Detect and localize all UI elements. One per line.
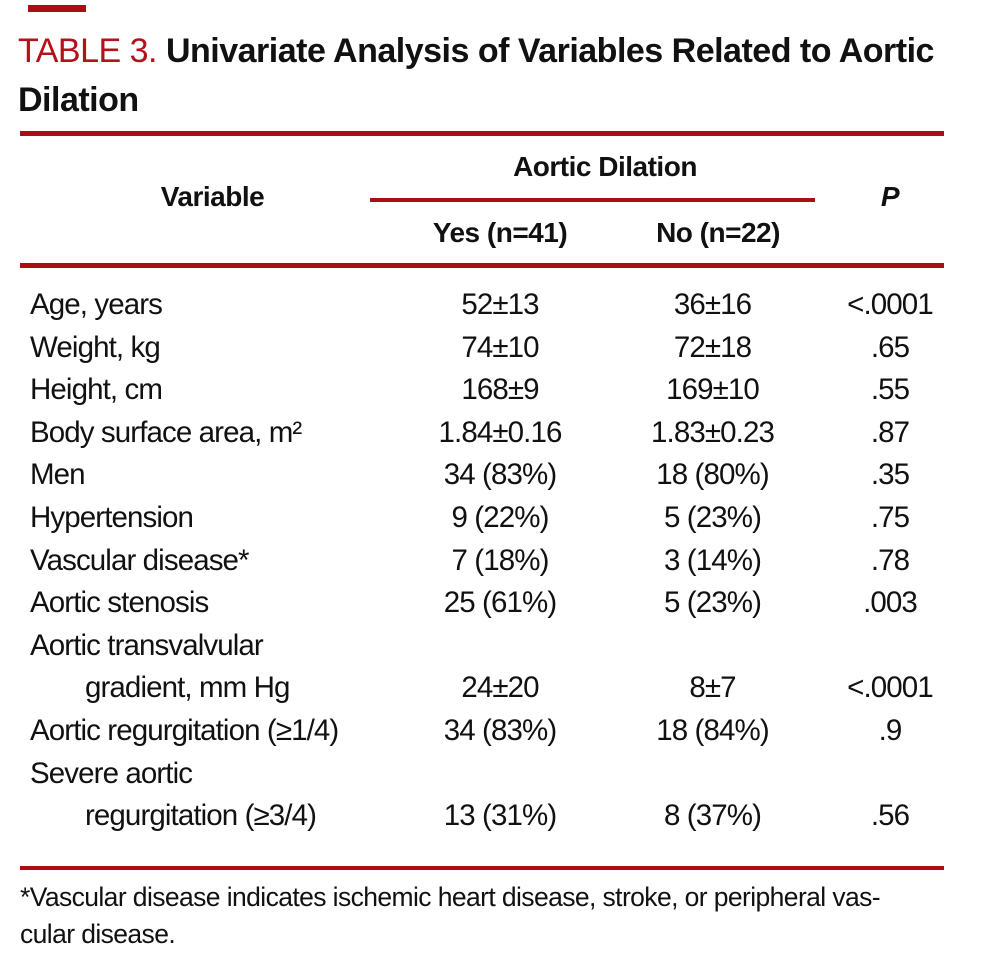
no-value-cell: 18 (80%) xyxy=(656,458,769,492)
no-value-cell: 5 (23%) xyxy=(664,500,762,534)
variable-cell: Hypertension xyxy=(30,500,194,534)
p-value-cell: .56 xyxy=(870,799,910,833)
table-row: Aortic stenosis 25 (61%) 5 (23%) .003 xyxy=(20,582,954,625)
p-value-cell: .35 xyxy=(870,458,910,492)
p-value-cell: .003 xyxy=(863,586,918,620)
yes-value-cell: 34 (83%) xyxy=(443,458,557,492)
p-value-cell: <.0001 xyxy=(847,671,934,705)
table-rows: Age, years 52±13 36±16 <.0001 Weight, kg 74±1… xyxy=(20,284,954,838)
no-value-cell: 8±7 xyxy=(689,671,736,705)
yes-value-cell: 13 (31%) xyxy=(443,799,557,833)
no-value-cell: 36±16 xyxy=(673,288,752,321)
table-row: Aortic regurgitation (≥1/4) 34 (83%) 18 (8… xyxy=(20,710,954,753)
variable-cell: Aortic regurgitation (≥1/4) xyxy=(30,713,339,747)
variable-cell: Weight, kg xyxy=(30,330,161,364)
page-edge-accent-mark xyxy=(28,5,86,12)
variable-cell: Severe aortic regurgitation (≥3/4) xyxy=(30,756,317,833)
yes-value-cell: 9 (22%) xyxy=(451,500,550,534)
variable-cell: Aortic transvalvular gradient, mm Hg xyxy=(30,628,290,705)
table-row: Severe aortic regurgitation (≥3/4) 13 (31%… xyxy=(20,753,954,838)
yes-value-cell: 74±10 xyxy=(461,330,539,364)
p-value-cell: .9 xyxy=(878,713,903,747)
column-header-yes: Yes (n=41) xyxy=(432,217,568,248)
footnote-line: cular disease. xyxy=(20,919,176,949)
p-value-cell: <.0001 xyxy=(847,288,934,321)
yes-value-cell: 25 (61%) xyxy=(443,586,557,620)
table-row: Age, years 52±13 36±16 <.0001 xyxy=(20,284,954,327)
p-value-cell: .65 xyxy=(870,330,910,364)
variable-cell: Height, cm xyxy=(30,373,163,407)
table-row: Aortic transvalvular gradient, mm Hg 24±20… xyxy=(20,625,954,710)
aortic-dilation-underline-rule xyxy=(370,198,815,202)
table-number-label: TABLE 3. xyxy=(18,32,158,70)
table-rule-bottom xyxy=(20,866,944,870)
table-row: Body surface area, m² 1.84±0.16 1.83±0.23.… xyxy=(20,412,954,455)
table-title: TABLE 3. Univariate Analysis of Variable… xyxy=(18,27,948,125)
table-rule-top xyxy=(20,131,944,136)
column-header-no: No (n=22) xyxy=(656,217,780,248)
yes-value-cell: 7 (18%) xyxy=(451,543,550,577)
no-value-cell: 18 (84%) xyxy=(656,713,769,747)
p-value-cell: .78 xyxy=(870,543,910,577)
table-footnote: *Vascular disease indicates ischemic hea… xyxy=(20,879,960,953)
yes-value-cell: 52±13 xyxy=(461,288,539,321)
p-value-cell: .75 xyxy=(870,500,910,534)
table-rule-header-bottom xyxy=(20,263,944,268)
table-row: Height, cm 168±9 169±10 .55 xyxy=(20,369,954,412)
variable-cell: Aortic stenosis xyxy=(30,586,209,620)
variable-cell: Age, years xyxy=(30,288,163,321)
no-value-cell: 72±18 xyxy=(673,330,752,364)
column-header-variable: Variable xyxy=(160,181,265,212)
yes-value-cell: 1.84±0.16 xyxy=(438,415,563,449)
variable-cell: Body surface area, m² xyxy=(30,415,302,449)
yes-value-cell: 168±9 xyxy=(461,373,539,407)
column-header-p: P xyxy=(880,181,900,212)
table-row: Vascular disease* 7 (18%) 3 (14%) .78 xyxy=(20,540,954,583)
variable-cell: Men xyxy=(30,458,86,492)
footnote-line: *Vascular disease indicates ischemic hea… xyxy=(20,882,881,912)
no-value-cell: 5 (23%) xyxy=(664,586,762,620)
no-value-cell: 1.83±0.23 xyxy=(651,415,775,449)
p-value-cell: .55 xyxy=(870,373,910,407)
table-row: Weight, kg 74±10 72±18 .65 xyxy=(20,327,954,370)
no-value-cell: 169±10 xyxy=(666,373,760,407)
column-group-header-aortic-dilation: Aortic Dilation xyxy=(513,151,697,182)
p-value-cell: .87 xyxy=(870,415,910,449)
yes-value-cell: 24±20 xyxy=(461,671,539,705)
no-value-cell: 3 (14%) xyxy=(664,543,762,577)
table-row: Men 34 (83%) 18 (80%) .35 xyxy=(20,454,954,497)
no-value-cell: 8 (37%) xyxy=(664,799,762,833)
table-row: Hypertension 9 (22%) 5 (23%) .75 xyxy=(20,497,954,540)
variable-cell: Vascular disease* xyxy=(30,543,250,577)
table-title-text: Univariate Analysis of Variables Related… xyxy=(18,32,934,119)
yes-value-cell: 34 (83%) xyxy=(443,713,557,747)
